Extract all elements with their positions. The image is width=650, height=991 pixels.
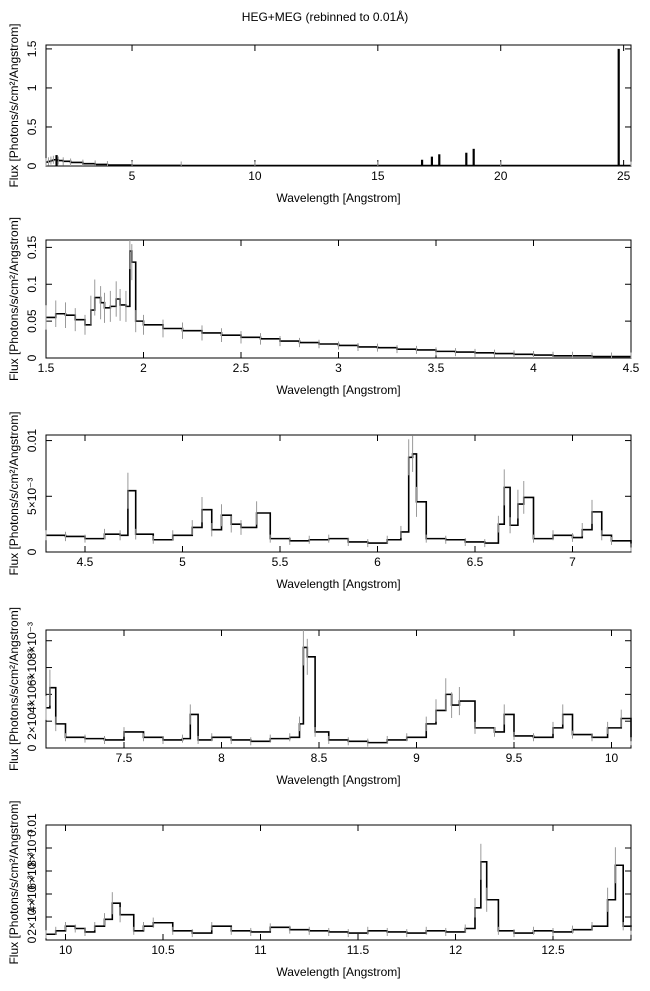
x-tick-label: 7 [569,555,576,569]
x-tick-label: 5 [129,169,136,183]
x-tick-label: 6 [374,555,381,569]
x-tick-label: 20 [494,169,508,183]
plot-frame [45,434,632,553]
x-tick-label: 3.5 [428,361,445,375]
y-axis-label: Flux [Photons/s/cm²/Angstrom] [7,411,21,575]
spectrum-series-line [46,250,631,358]
x-tick-label: 15 [371,169,385,183]
chart-panel-4: 7.5 8 8.5 9 9.5 10 0 2×10⁻³4×10⁻³6×10⁻³8×10⁻³ Wa… [7,607,632,787]
x-tick-label: 8 [218,751,225,765]
y-tick-label: 0 [25,936,39,943]
x-tick-label: 11.5 [347,943,370,957]
x-tick-label: 4.5 [623,361,640,375]
x-tick-label: 7.5 [116,751,133,765]
x-tick-label: 8.5 [311,751,328,765]
x-tick-label: 2 [140,361,147,375]
x-tick-label: 10 [59,943,73,957]
x-tick-label: 5 [179,555,186,569]
figure-title: HEG+MEG (rebinned to 0.01Å) [241,10,409,24]
x-tick-label: 12.5 [541,943,565,957]
y-tick-label: 0.1 [25,276,39,293]
plot-frame [45,44,632,167]
x-axis-label: Wavelength [Angstrom] [276,383,400,397]
x-tick-label: 10 [605,751,619,765]
y-tick-label: 6×10⁻³ [25,852,39,889]
y-tick-label: 5×10⁻³ [25,478,39,515]
x-tick-label: 5.5 [272,555,289,569]
y-axis-label: Flux [Photons/s/cm²/Angstrom] [7,217,21,381]
y-axis-label: Flux [Photons/s/cm²/Angstrom] [7,800,21,964]
y-tick-label: 6×10⁻³ [25,649,39,686]
x-axis-label: Wavelength [Angstrom] [276,965,400,979]
y-tick-label: 2×10⁻³ [25,702,39,739]
x-tick-label: 9 [413,751,420,765]
y-tick-label: 8×10⁻³ [25,622,39,659]
x-tick-label: 9.5 [506,751,523,765]
plot-frame [45,239,632,359]
x-axis-label: Wavelength [Angstrom] [276,773,400,787]
y-axis-label: Flux [Photons/s/cm²/Angstrom] [7,607,21,771]
spectrum-series-line [46,861,632,936]
x-tick-label: 25 [617,169,631,183]
x-tick-label: 2.5 [233,361,250,375]
y-tick-label: 0 [25,162,39,169]
y-tick-label: 0.05 [25,309,39,333]
x-axis-label: Wavelength [Angstrom] [276,191,400,205]
y-tick-label: 0 [25,744,39,751]
y-tick-label: 0.15 [25,235,39,259]
x-tick-label: 10.5 [151,943,175,957]
x-tick-label: 4.5 [77,555,94,569]
y-tick-label: 0 [25,548,39,555]
spectrum-series-line [46,646,632,744]
y-tick-label: 0.01 [25,429,39,453]
x-tick-label: 11 [254,943,267,957]
x-tick-label: 4 [530,361,537,375]
y-tick-label: 1.5 [25,40,39,57]
spectrum-series-line [46,453,632,548]
spectrum-series-line [46,158,631,167]
y-tick-label: 0 [25,354,39,361]
y-axis-label: Flux [Photons/s/cm²/Angstrom] [7,23,21,187]
y-tick-label: 8×10⁻³ [25,829,39,866]
x-tick-label: 10 [248,169,262,183]
y-tick-label: 4×10⁻³ [25,875,39,912]
chart-panel-5: 10 10.5 11 11.5 12 12.5 02×10⁻³4×10⁻³6×10⁻³8×1… [7,800,632,979]
x-tick-label: 1.5 [38,361,55,375]
y-tick-label: 4×10⁻³ [25,676,39,713]
chart-panel-2: 1.5 2 2.5 3 3.5 4 4.5 0 0.05 0.1 0.15 Wavelength [A… [7,217,640,397]
x-axis-label: Wavelength [Angstrom] [276,577,400,591]
plot-frame [45,824,632,941]
chart-panel-3: 4.5 5 5.5 6 6.5 7 0 5×10⁻³ 0.01 Wavelength [Angst… [7,411,632,591]
x-tick-label: 12 [449,943,463,957]
y-tick-label: 1 [25,84,39,91]
chart-panel-1: 5 10 15 20 25 0 0.5 1 1.5 Wavelength [Angstrom] Fl… [7,23,632,205]
plot-frame [45,629,632,749]
y-tick-label: 0.5 [25,118,39,135]
y-tick-label: 0.01 [25,813,39,837]
x-tick-label: 3 [335,361,342,375]
x-tick-label: 6.5 [467,555,484,569]
y-tick-label: 2×10⁻³ [25,898,39,935]
